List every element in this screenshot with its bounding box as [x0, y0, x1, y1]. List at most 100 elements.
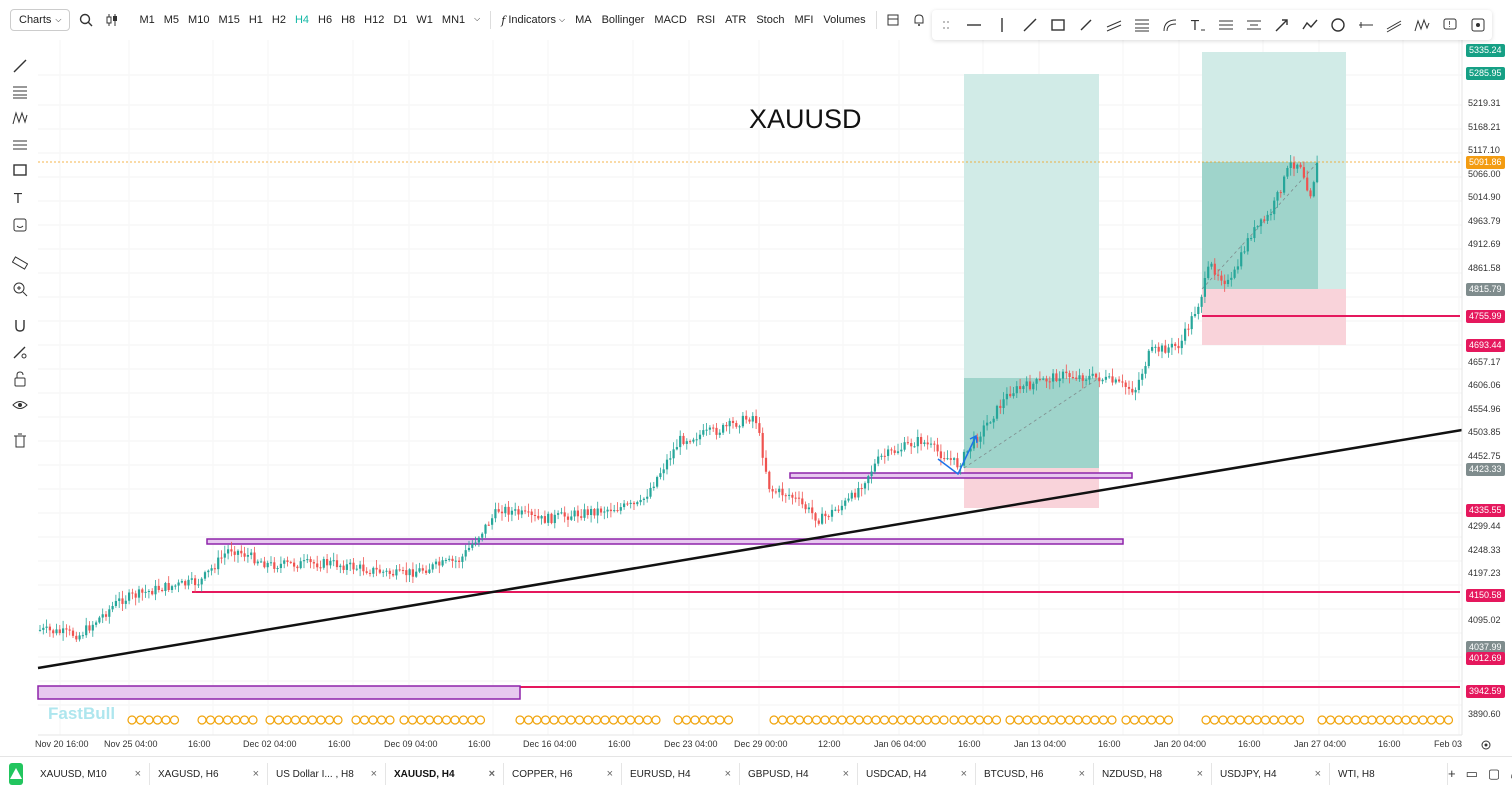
economic-event-icon[interactable]	[828, 715, 839, 725]
close-icon[interactable]: ×	[960, 768, 967, 780]
zoom-in-icon[interactable]	[10, 279, 30, 299]
economic-event-icon[interactable]	[777, 715, 788, 725]
arrow-icon[interactable]	[1268, 15, 1296, 35]
economic-event-icon[interactable]	[769, 715, 779, 725]
tf-m10[interactable]: M10	[188, 14, 210, 26]
indicator-stoch[interactable]: Stoch	[756, 14, 785, 26]
economic-event-icon[interactable]	[450, 715, 460, 725]
economic-event-icon[interactable]	[214, 715, 224, 725]
economic-event-icon[interactable]	[1286, 715, 1296, 725]
search-icon[interactable]	[76, 10, 96, 30]
tf-h1[interactable]: H1	[248, 14, 263, 26]
economic-event-icon[interactable]	[1277, 715, 1288, 725]
tf-m5[interactable]: M5	[163, 14, 180, 26]
economic-event-icon[interactable]	[1039, 715, 1049, 725]
economic-event-icon[interactable]	[231, 715, 241, 725]
economic-event-icon[interactable]	[1401, 715, 1411, 725]
extended-line-icon[interactable]	[1380, 15, 1408, 35]
economic-event-icon[interactable]	[566, 715, 576, 725]
economic-event-icon[interactable]	[1030, 715, 1041, 725]
economic-event-icon[interactable]	[1269, 715, 1279, 725]
economic-event-icon[interactable]	[803, 715, 813, 725]
economic-event-icon[interactable]	[368, 715, 378, 725]
indicator-mfi[interactable]: MFI	[794, 14, 814, 26]
economic-event-icon[interactable]	[707, 715, 717, 725]
close-icon[interactable]: ×	[842, 768, 849, 780]
symbol-tab[interactable]: USDJPY, H4 ×	[1212, 763, 1330, 785]
tf-m15[interactable]: M15	[218, 14, 240, 26]
indicator-bollinger[interactable]: Bollinger	[601, 14, 645, 26]
magnet-icon[interactable]	[10, 316, 30, 336]
economic-event-icon[interactable]	[299, 715, 309, 725]
economic-event-icon[interactable]	[949, 715, 959, 725]
economic-event-icon[interactable]	[1081, 715, 1092, 725]
tf-d1[interactable]: D1	[393, 14, 408, 26]
economic-event-icon[interactable]	[1005, 715, 1015, 725]
close-icon[interactable]: ×	[252, 768, 259, 780]
economic-event-icon[interactable]	[135, 715, 146, 725]
economic-event-icon[interactable]	[608, 715, 619, 725]
fib-levels-icon[interactable]	[10, 82, 30, 102]
demand-zone[interactable]	[37, 685, 521, 700]
economic-event-icon[interactable]	[144, 715, 154, 725]
economic-event-icon[interactable]	[1317, 715, 1327, 725]
tf-h12[interactable]: H12	[364, 14, 385, 26]
economic-event-icon[interactable]	[888, 715, 898, 725]
economic-event-icon[interactable]	[433, 715, 443, 725]
indicator-ma[interactable]: MA	[575, 14, 592, 26]
symbol-tab[interactable]: XAUUSD, M10 ×	[32, 763, 150, 785]
economic-event-icon[interactable]	[1218, 715, 1228, 725]
tf-h6[interactable]: H6	[318, 14, 333, 26]
close-icon[interactable]: ×	[1314, 768, 1321, 780]
tf-h2[interactable]: H2	[271, 14, 286, 26]
symbol-tab[interactable]: US Dollar I... , H8 ×	[268, 763, 386, 785]
symbol-tab[interactable]: WTI, H8	[1330, 763, 1448, 785]
app-logo-icon[interactable]	[9, 763, 23, 785]
economic-event-icon[interactable]	[1064, 715, 1075, 725]
economic-event-icon[interactable]	[690, 715, 700, 725]
unlock-icon[interactable]	[10, 369, 30, 389]
economic-event-icon[interactable]	[1146, 715, 1157, 725]
economic-event-icon[interactable]	[290, 715, 301, 725]
charts-dropdown[interactable]: Charts ⌵	[10, 9, 71, 31]
economic-event-icon[interactable]	[532, 715, 542, 725]
economic-event-icon[interactable]	[1325, 715, 1336, 725]
economic-event-icon[interactable]	[681, 715, 692, 725]
economic-event-icon[interactable]	[248, 715, 258, 725]
economic-event-icon[interactable]	[385, 715, 395, 725]
economic-event-icon[interactable]	[1435, 715, 1445, 725]
economic-event-icon[interactable]	[698, 715, 709, 725]
layout-icon[interactable]: ▭	[1465, 766, 1478, 781]
economic-event-icon[interactable]	[1226, 715, 1237, 725]
rectangle-icon[interactable]	[1044, 15, 1072, 35]
economic-event-icon[interactable]	[862, 715, 873, 725]
pattern-icon[interactable]	[10, 108, 30, 128]
economic-event-icon[interactable]	[1022, 715, 1032, 725]
economic-event-icon[interactable]	[879, 715, 890, 725]
economic-event-icon[interactable]	[1090, 715, 1100, 725]
drag-handle-icon[interactable]	[932, 15, 960, 35]
symbol-tab[interactable]: EURUSD, H4 ×	[622, 763, 740, 785]
economic-event-icon[interactable]	[1098, 715, 1109, 725]
economic-event-icon[interactable]	[845, 715, 856, 725]
economic-event-icon[interactable]	[265, 715, 275, 725]
economic-event-icon[interactable]	[205, 715, 216, 725]
elliott-wave-icon[interactable]	[1408, 15, 1436, 35]
economic-event-icon[interactable]	[939, 715, 949, 725]
economic-event-icon[interactable]	[416, 715, 426, 725]
economic-event-icon[interactable]	[930, 715, 941, 725]
economic-event-icon[interactable]	[905, 715, 915, 725]
trash-icon[interactable]	[10, 430, 30, 450]
economic-event-icon[interactable]	[983, 715, 993, 725]
economic-event-icon[interactable]	[1155, 715, 1165, 725]
vertical-line-icon[interactable]	[988, 15, 1016, 35]
indicator-rsi[interactable]: RSI	[696, 14, 716, 26]
economic-event-icon[interactable]	[399, 715, 409, 725]
economic-event-icon[interactable]	[1392, 715, 1403, 725]
long-position-target-zone-2[interactable]	[1202, 52, 1346, 162]
economic-event-icon[interactable]	[1235, 715, 1245, 725]
economic-event-icon[interactable]	[475, 715, 486, 725]
indicator-macd[interactable]: MACD	[654, 14, 687, 26]
economic-event-icon[interactable]	[1252, 715, 1262, 725]
